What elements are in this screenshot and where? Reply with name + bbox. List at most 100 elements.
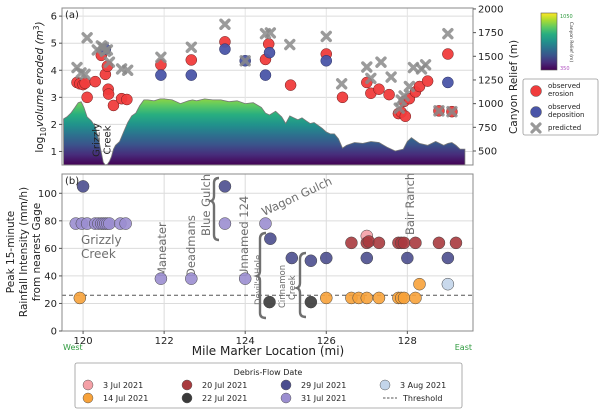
rainfall-point [449, 236, 463, 250]
rainfall-point [360, 251, 374, 265]
predicted-point [419, 59, 432, 71]
erosion-point [442, 48, 454, 60]
erosion-point [284, 79, 297, 91]
predicted-point [446, 105, 458, 118]
deposition-point [442, 76, 454, 89]
y-tick-label: 6 [51, 12, 57, 23]
ylabel-sub: 10 [39, 127, 48, 137]
y-tick-label: 60 [44, 244, 57, 255]
rainfall-point [413, 277, 426, 291]
y2-tick-label: 2000 [478, 4, 503, 15]
legend-item-date: 14 Jul 2021 [82, 392, 148, 404]
deposition-point [320, 55, 333, 67]
canyon-relief-area [63, 98, 466, 165]
rainfall-point [304, 254, 318, 268]
rainfall-point [441, 277, 455, 291]
rainfall-point [401, 251, 414, 265]
rainfall-point [320, 291, 333, 305]
legend-threshold-label: Threshold [402, 394, 442, 403]
colorbar-max-label: 1050 [560, 14, 573, 20]
x-tick-label: 120 [74, 336, 93, 347]
predicted-point [284, 38, 296, 51]
predicted-point [103, 56, 116, 68]
y-tick-label: 80 [44, 216, 57, 227]
predicted-point [79, 68, 91, 81]
rainfall-point [103, 217, 116, 230]
legend-item-date: 29 Jul 2021 [280, 379, 346, 391]
legend-erosion-line1: observed [548, 82, 580, 90]
deposition-point [185, 69, 198, 81]
blue-gulch-brace [207, 176, 220, 242]
predicted-point [403, 80, 416, 93]
rainfall-point [432, 236, 446, 250]
predicted-point [101, 44, 114, 56]
legend-date-label: 20 Jul 2021 [202, 381, 247, 390]
legend-date-label: 14 Jul 2021 [103, 394, 148, 403]
predicted-point [320, 30, 332, 43]
rainfall-point [320, 251, 333, 265]
predicted-point [185, 41, 197, 53]
y-tick-label: 4 [51, 66, 57, 77]
y2-tick-label: 1750 [478, 28, 503, 39]
panel-a-frame [61, 7, 474, 166]
rainfall-point [345, 236, 358, 250]
legend-item-predicted: predicted [530, 122, 581, 134]
panel-b-y-ticks: 0 20 40 60 80 100 [38, 189, 62, 338]
panel-a-legend-box [522, 78, 599, 136]
predicted-point [239, 55, 251, 67]
x-axis-label: Mile Marker Location (mi) [192, 344, 344, 358]
devils-hole-brace [253, 231, 267, 320]
predicted-point [335, 78, 348, 90]
rainfall-point [119, 217, 132, 230]
rainfall-point [185, 272, 198, 285]
grizzly-creek-label-a-line1: Grizzly [91, 123, 102, 157]
ylabel-mid: volume eroded [34, 45, 46, 128]
ylabel-log: log [34, 137, 46, 153]
erosion-point [373, 83, 385, 95]
predicted-point [365, 72, 377, 85]
rainfall-point [409, 291, 422, 305]
predicted-point [442, 28, 454, 40]
colorbar-min-label: 350 [560, 66, 570, 72]
rainfall-point [263, 295, 276, 309]
erosion-point [421, 75, 434, 87]
legend-item-threshold: Threshold [383, 394, 442, 403]
legend-item-date: 31 Jul 2021 [280, 392, 346, 404]
legend-item-date: 22 Jul 2021 [181, 392, 247, 404]
panel-b-ylabel-line3: from nearest Gage [31, 203, 43, 302]
predicted-point [81, 32, 93, 44]
predicted-point [433, 105, 445, 117]
ylabel-unit-open: (m [34, 30, 46, 44]
y-tick-label: 20 [44, 299, 57, 310]
legend-deposition-line1: observed [548, 103, 580, 111]
y-tick-label: 3 [51, 93, 57, 104]
rainfall-point [397, 236, 411, 250]
predicted-point [361, 61, 373, 73]
legend-item-date: 3 Jul 2021 [82, 379, 143, 391]
erosion-marker-icon [530, 85, 542, 97]
debris-flow-legend-title: Debris-Flow Date [234, 368, 303, 377]
legend-date-label: 31 Jul 2021 [301, 394, 346, 403]
colorbar: 1050 350 Canyon Relief (m) [540, 12, 574, 72]
rainfall-point [360, 291, 374, 305]
panel-b-x-ticks: 120 122 124 126 128 [74, 331, 417, 347]
annotation-blue-gulch: Blue Gulch [199, 174, 213, 236]
predicted-point [121, 64, 134, 76]
panel-a-y-axis-label: log10volume eroded (m3) [32, 21, 48, 152]
west-label: West [63, 343, 83, 352]
deposition-point [219, 43, 231, 55]
deposition-point [263, 46, 276, 59]
y2-tick-label: 500 [478, 146, 497, 157]
y2-tick-label: 750 [478, 123, 497, 134]
cinnamon-creek-brace [293, 251, 307, 319]
panel-b-ylabel-line1: Peak 15-minute [5, 211, 17, 293]
legend-item-date: 20 Jul 2021 [181, 379, 247, 391]
legend-date-label: 22 Jul 2021 [202, 394, 247, 403]
annotation-grizzly-creek-line2: Creek [81, 247, 116, 261]
legend-item-date: 3 Aug 2021 [379, 379, 446, 391]
erosion-point [89, 75, 101, 88]
erosion-point [383, 88, 395, 101]
erosion-point [102, 88, 115, 100]
panel-b-y-axis-label: Peak 15-minute Rainfall Intensity (mm/h)… [5, 187, 43, 317]
y-tick-label: 40 [44, 271, 57, 282]
